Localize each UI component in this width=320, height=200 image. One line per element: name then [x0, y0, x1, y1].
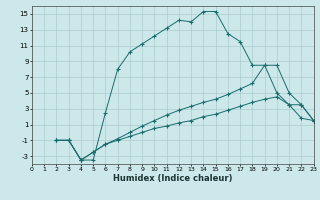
X-axis label: Humidex (Indice chaleur): Humidex (Indice chaleur)	[113, 174, 233, 183]
